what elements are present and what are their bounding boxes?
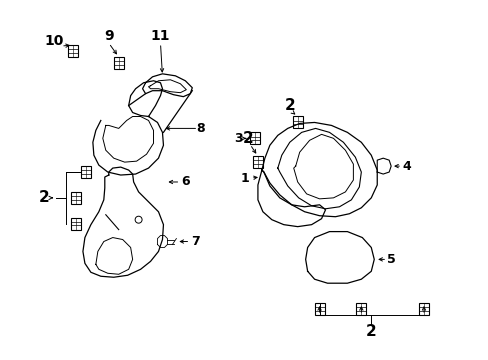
- Text: 1: 1: [240, 171, 249, 185]
- Bar: [71, 218, 81, 230]
- Bar: [314, 303, 324, 315]
- Text: 2: 2: [39, 190, 49, 205]
- Text: 10: 10: [44, 34, 63, 48]
- Text: 3: 3: [233, 132, 242, 145]
- Bar: [418, 303, 428, 315]
- Bar: [71, 192, 81, 204]
- Text: 2: 2: [365, 324, 376, 339]
- Bar: [81, 166, 91, 178]
- Bar: [114, 57, 123, 69]
- Bar: [292, 117, 302, 129]
- Text: 6: 6: [181, 175, 189, 189]
- Text: 11: 11: [150, 29, 170, 43]
- Text: 2: 2: [284, 98, 295, 113]
- Bar: [356, 303, 366, 315]
- Text: 2: 2: [242, 131, 253, 146]
- Text: 8: 8: [196, 122, 204, 135]
- Bar: [252, 156, 263, 168]
- Text: 4: 4: [402, 159, 410, 172]
- Bar: [249, 132, 260, 144]
- Text: 5: 5: [386, 253, 395, 266]
- Text: 7: 7: [190, 235, 199, 248]
- Text: 9: 9: [104, 29, 113, 43]
- Bar: [68, 45, 78, 57]
